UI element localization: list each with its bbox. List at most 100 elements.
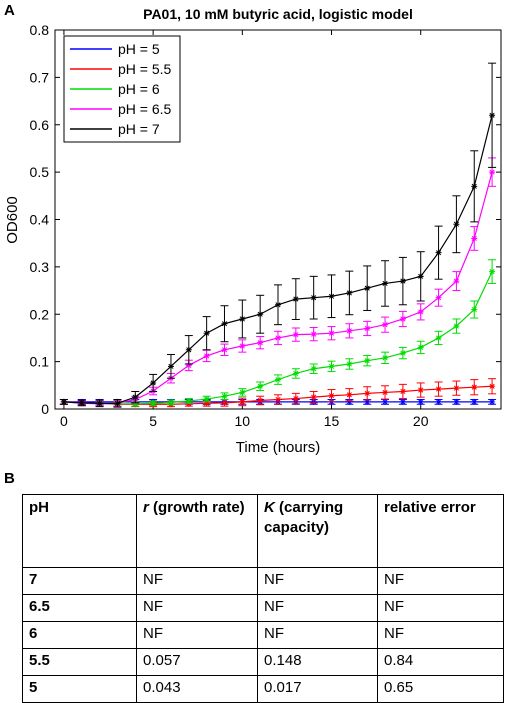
data-point	[132, 400, 139, 407]
data-point	[221, 320, 228, 327]
data-point	[310, 394, 317, 401]
header-ph: pH	[22, 494, 137, 568]
data-point	[310, 365, 317, 372]
data-point	[310, 294, 317, 301]
data-point	[292, 331, 299, 338]
data-point	[489, 169, 496, 176]
table-cell: 6	[22, 621, 137, 649]
series-3	[59, 157, 497, 407]
chart-title: PA01, 10 mM butyric acid, logistic model	[143, 6, 413, 22]
table-cell: 7	[22, 567, 137, 595]
data-point	[417, 344, 424, 351]
data-point	[417, 387, 424, 394]
growth-curve-chart: PA01, 10 mM butyric acid, logistic model…	[4, 6, 502, 456]
data-point	[399, 350, 406, 357]
data-point	[453, 398, 460, 405]
data-point	[489, 268, 496, 275]
panel-b-label: B	[4, 470, 15, 487]
data-point	[435, 334, 442, 341]
x-tick-label: 20	[413, 413, 429, 429]
table-row: 6.5 NF NF NF	[22, 594, 504, 622]
table-header-row: pH r (growth rate) K (carrying capacity)…	[22, 494, 504, 568]
data-point	[310, 331, 317, 338]
header-growth-rate: r (growth rate)	[136, 494, 258, 568]
table-cell: NF	[136, 594, 258, 622]
data-point	[221, 346, 228, 353]
data-point	[96, 400, 103, 407]
table-cell: NF	[136, 621, 258, 649]
data-point	[275, 334, 281, 341]
data-point	[78, 399, 85, 406]
data-point	[221, 399, 228, 406]
data-point	[399, 315, 406, 322]
table-cell: 0.057	[136, 648, 258, 676]
table-cell: NF	[257, 567, 378, 595]
x-tick-label: 0	[60, 413, 68, 429]
data-point	[399, 388, 406, 395]
data-point	[239, 389, 246, 396]
legend-label: pH = 5.5	[118, 61, 172, 77]
data-point	[417, 398, 424, 405]
table-row: 6 NF NF NF	[22, 621, 504, 649]
data-point	[257, 383, 264, 390]
table-cell: NF	[377, 594, 504, 622]
data-point	[257, 397, 264, 404]
series-line	[63, 115, 493, 404]
x-tick-label: 5	[149, 413, 157, 429]
data-point	[453, 278, 460, 285]
data-point	[292, 370, 299, 377]
data-point	[489, 383, 496, 390]
table-cell: 0.017	[257, 675, 378, 703]
data-point	[185, 362, 192, 369]
data-point	[346, 289, 353, 296]
data-point	[453, 385, 460, 392]
data-point	[417, 273, 424, 280]
header-carrying-capacity: K (carrying capacity)	[257, 494, 378, 568]
data-point	[453, 221, 460, 228]
table-row: 7 NF NF NF	[22, 567, 504, 595]
x-tick-label: 10	[235, 413, 251, 429]
data-point	[257, 311, 264, 318]
data-point	[203, 330, 210, 337]
data-point	[346, 398, 353, 405]
data-point	[257, 339, 264, 346]
data-point	[275, 301, 281, 308]
data-point	[346, 360, 353, 367]
legend-label: pH = 6	[118, 81, 160, 97]
y-tick-label: 0.3	[30, 259, 50, 275]
data-point	[239, 342, 246, 349]
data-point	[328, 363, 335, 370]
legend: pH = 5 pH = 5.5 pH = 6 pH = 6.5 pH = 7	[63, 35, 181, 143]
y-axis-label: OD600	[4, 196, 21, 244]
data-point	[382, 389, 389, 396]
data-point	[435, 398, 442, 405]
data-point	[167, 399, 174, 406]
data-point	[382, 280, 389, 287]
data-point	[150, 400, 157, 407]
data-point	[399, 278, 406, 285]
table-cell: 6.5	[22, 594, 137, 622]
data-point	[453, 323, 460, 330]
data-point	[364, 285, 371, 292]
data-point	[203, 400, 210, 407]
data-point	[239, 398, 246, 405]
data-point	[203, 352, 210, 359]
table-cell: NF	[257, 621, 378, 649]
x-tick-label: 15	[324, 413, 340, 429]
data-point	[185, 346, 192, 353]
data-point	[328, 392, 335, 399]
y-tick-label: 0.7	[30, 69, 50, 85]
panel-a-label: A	[4, 2, 15, 19]
data-point	[489, 398, 496, 405]
parameter-table: pH r (growth rate) K (carrying capacity)…	[22, 494, 504, 703]
data-point	[364, 357, 371, 364]
table-cell: 0.148	[257, 648, 378, 676]
data-point	[489, 112, 496, 119]
data-point	[167, 363, 174, 370]
data-point	[346, 391, 353, 398]
data-point	[382, 354, 389, 361]
header-relative-error: relative error	[377, 494, 504, 568]
table-cell: NF	[377, 621, 504, 649]
data-point	[471, 384, 478, 391]
data-point	[471, 306, 478, 313]
